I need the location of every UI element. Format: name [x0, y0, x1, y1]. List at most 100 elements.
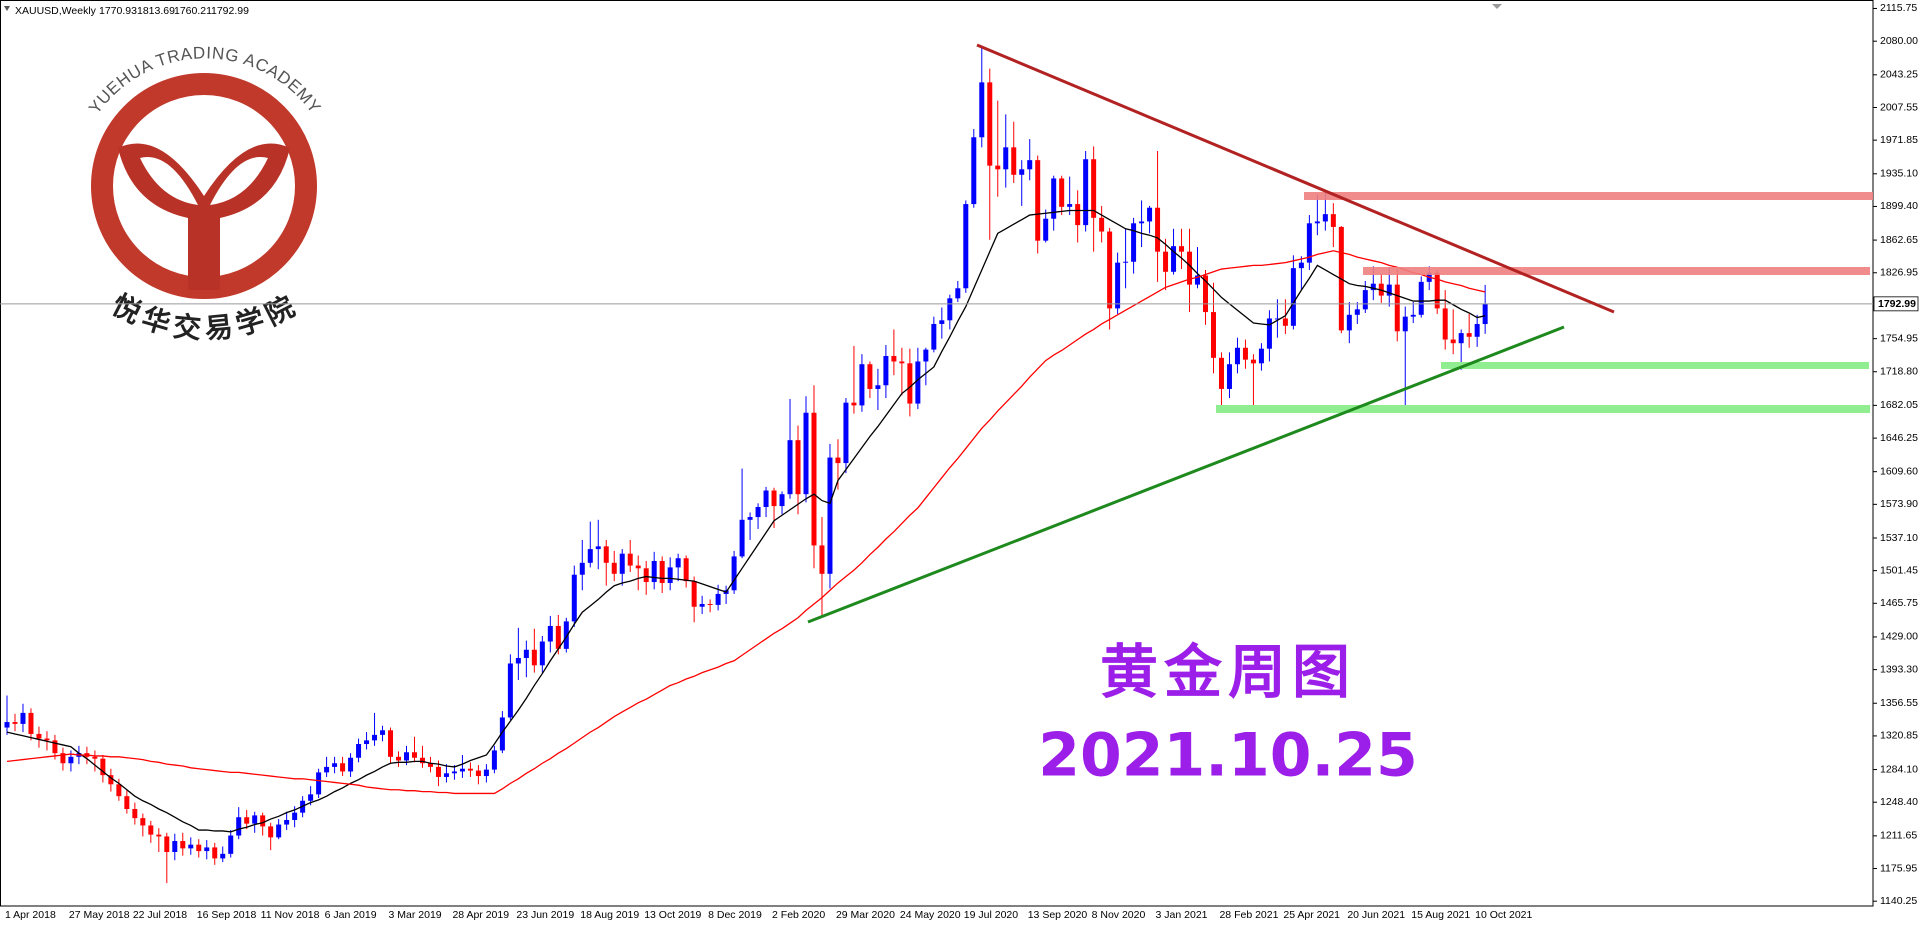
- candle-body: [627, 553, 633, 566]
- y-tick-label: 1862.65: [1880, 234, 1918, 246]
- y-tick-label: 1718.80: [1880, 366, 1918, 378]
- y-tick-label: 2043.25: [1880, 69, 1918, 81]
- resistance-zone: [1363, 267, 1870, 275]
- candle-body: [691, 581, 697, 607]
- candle-body: [204, 847, 210, 852]
- candle-body: [635, 565, 641, 569]
- candle-body: [651, 560, 657, 583]
- candle-body: [419, 757, 425, 764]
- candle-body: [907, 363, 913, 404]
- candle-body: [1035, 160, 1041, 241]
- overlay-date: 2021.10.25: [1038, 721, 1418, 791]
- y-tick-label: 1501.45: [1880, 564, 1918, 576]
- y-tick-label: 1248.40: [1880, 796, 1918, 808]
- candle-body: [228, 835, 234, 854]
- candle-body: [531, 649, 537, 666]
- candle-body: [116, 784, 122, 797]
- candle-body: [1051, 178, 1057, 219]
- candle-body: [819, 545, 825, 574]
- candle-body: [284, 819, 290, 825]
- candle-body: [1266, 318, 1272, 349]
- candle-body: [1474, 324, 1480, 337]
- candle-body: [435, 766, 441, 777]
- y-tick-label: 1429.00: [1880, 631, 1918, 643]
- candle-body: [180, 841, 186, 849]
- y-tick-label: 1573.90: [1880, 498, 1918, 510]
- candle-body: [947, 298, 953, 321]
- candle-body: [755, 506, 761, 518]
- candle-body: [595, 546, 601, 550]
- candle-body: [44, 738, 50, 741]
- candle-body: [196, 844, 202, 852]
- candle-body: [236, 817, 242, 836]
- y-tick-label: 1609.60: [1880, 465, 1918, 477]
- candle-body: [891, 355, 897, 362]
- candle-body: [483, 769, 489, 777]
- candle-body: [883, 355, 889, 386]
- candle-body: [515, 657, 521, 664]
- candle-body: [851, 402, 857, 406]
- candle-body: [987, 82, 993, 166]
- candle-body: [1482, 303, 1488, 325]
- resistance-trendline: [976, 43, 1615, 314]
- y-tick-label: 1320.85: [1880, 730, 1918, 742]
- candle-body: [28, 712, 34, 734]
- candle-body: [1322, 214, 1328, 222]
- candle-body: [1139, 221, 1145, 224]
- y-tick-label: 1175.95: [1880, 862, 1917, 874]
- candle-body: [1370, 283, 1376, 291]
- candle-body: [979, 82, 985, 138]
- candle-body: [1386, 284, 1392, 296]
- candle-body: [1075, 204, 1081, 226]
- candle-body: [348, 757, 354, 772]
- candle-body: [276, 824, 282, 838]
- candle-body: [388, 730, 394, 757]
- candle-body: [667, 567, 673, 583]
- candle-body: [747, 517, 753, 520]
- candle-body: [611, 562, 617, 574]
- candle-body: [1258, 348, 1264, 364]
- candle-body: [1011, 147, 1017, 175]
- candle-body: [1402, 316, 1408, 332]
- overlay-title: 黄金周图: [1100, 638, 1356, 706]
- y-tick-label: 2115.75: [1880, 2, 1917, 14]
- candle-body: [835, 457, 841, 464]
- candle-body: [619, 553, 625, 574]
- header-ohlc: 1792.99: [211, 5, 249, 17]
- candle-body: [212, 847, 218, 859]
- moving-average: [6, 250, 1486, 795]
- candle-body: [763, 490, 769, 507]
- candle-body: [36, 733, 42, 739]
- x-tick-label: 22 Jul 2018: [133, 909, 187, 921]
- candle-body: [859, 364, 865, 406]
- x-tick-label: 27 May 2018: [69, 909, 130, 921]
- candle-body: [20, 712, 26, 724]
- candle-body: [707, 604, 713, 605]
- candle-body: [459, 768, 465, 772]
- plot: [0, 45, 1873, 884]
- y-tick-label: 1646.25: [1880, 432, 1918, 444]
- candle-body: [252, 815, 258, 824]
- candle-body: [675, 558, 681, 568]
- candle-body: [867, 364, 873, 389]
- shift-marker: [1492, 4, 1502, 9]
- candle-body: [1210, 312, 1216, 358]
- candle-body: [915, 361, 921, 404]
- y-tick-label: 2007.55: [1880, 101, 1918, 113]
- candle-body: [1306, 223, 1312, 263]
- support-trendline: [807, 325, 1565, 624]
- x-tick-label: 28 Apr 2019: [452, 909, 509, 921]
- candle-body: [955, 288, 961, 299]
- candle-body: [68, 756, 74, 764]
- symbol-icon: [4, 6, 10, 11]
- candle-body: [507, 663, 513, 718]
- candle-body: [1107, 231, 1113, 309]
- candle-body: [779, 494, 785, 507]
- x-tick-label: 19 Jul 2020: [964, 909, 1018, 921]
- candle-body: [811, 412, 817, 546]
- candle-body: [260, 815, 266, 827]
- x-tick-label: 29 Mar 2020: [836, 909, 895, 921]
- candle-body: [1059, 178, 1065, 207]
- y-tick-label: 1284.10: [1880, 763, 1918, 775]
